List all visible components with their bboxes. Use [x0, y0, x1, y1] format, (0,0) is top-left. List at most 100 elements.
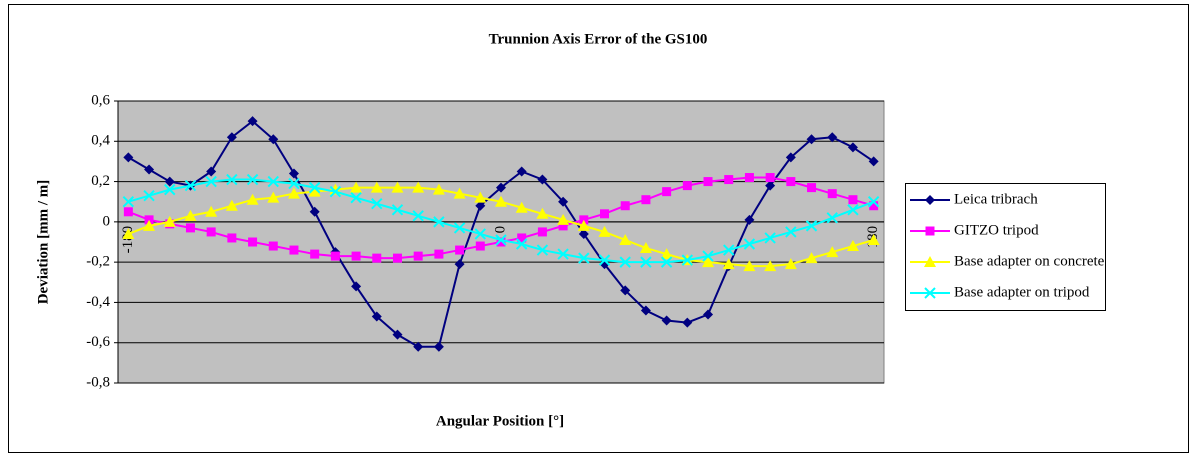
y-tick-label: -0,6	[86, 334, 110, 350]
data-point	[391, 204, 404, 216]
data-point	[246, 173, 259, 186]
legend-marker	[925, 195, 935, 205]
data-point	[350, 181, 363, 193]
data-point	[537, 227, 547, 237]
data-point	[495, 234, 507, 246]
chart-title: Trunnion Axis Error of the GS100	[489, 31, 708, 47]
data-point	[433, 341, 444, 352]
y-tick-label: 0,2	[91, 173, 110, 189]
data-point	[619, 256, 631, 268]
data-point	[826, 212, 838, 224]
data-point	[185, 223, 195, 233]
y-tick-label: -0,8	[86, 374, 110, 390]
data-point	[123, 152, 134, 163]
data-point	[268, 134, 279, 145]
legend-marker	[924, 256, 936, 267]
data-point	[351, 281, 362, 292]
data-point	[495, 195, 507, 207]
data-point	[805, 252, 818, 264]
data-point	[578, 228, 589, 239]
data-point	[558, 221, 568, 231]
data-point	[289, 245, 299, 255]
y-axis-title: Deviation [mm / m]	[35, 180, 51, 305]
data-point	[557, 248, 569, 260]
data-point	[392, 329, 403, 340]
data-point	[330, 251, 340, 261]
data-point	[784, 258, 797, 270]
data-point	[806, 134, 817, 145]
data-point	[144, 164, 155, 175]
data-point	[640, 256, 652, 268]
data-point	[620, 201, 630, 211]
y-tick-label: -0,4	[86, 294, 110, 310]
data-point	[827, 132, 838, 143]
data-point	[475, 241, 485, 251]
data-point	[764, 260, 777, 272]
data-point	[807, 183, 817, 193]
data-point	[372, 253, 382, 263]
data-point	[846, 240, 859, 252]
data-point	[805, 220, 818, 232]
y-tick-label: 0,4	[91, 133, 110, 149]
data-point	[287, 187, 300, 199]
data-point	[455, 245, 465, 255]
data-point	[620, 285, 631, 296]
legend-label: Base adapter on tripod	[954, 284, 1090, 300]
data-point	[496, 182, 506, 193]
data-point	[123, 207, 133, 217]
data-point	[847, 204, 859, 216]
data-point	[515, 201, 528, 213]
data-point	[267, 191, 280, 203]
data-point	[226, 132, 237, 143]
y-tick-label: -0,2	[86, 254, 110, 270]
data-point	[144, 215, 154, 225]
data-point	[598, 225, 611, 237]
data-point	[351, 251, 361, 261]
data-point	[744, 214, 755, 225]
data-point	[350, 191, 362, 204]
data-point	[785, 226, 797, 238]
data-point	[434, 249, 444, 259]
data-point	[308, 181, 321, 194]
legend	[905, 183, 1106, 311]
data-point	[163, 215, 176, 227]
data-point	[205, 175, 217, 188]
x-axis-title: Angular Position [°]	[436, 413, 564, 429]
data-point	[184, 209, 197, 221]
legend-marker	[925, 226, 935, 236]
data-point	[143, 189, 155, 202]
data-point	[619, 233, 632, 245]
data-point	[660, 256, 673, 268]
data-point	[558, 196, 569, 207]
data-point	[826, 246, 839, 258]
data-point	[164, 176, 175, 187]
data-point	[827, 189, 837, 199]
data-point	[496, 237, 506, 247]
data-point	[143, 219, 156, 231]
data-point	[432, 183, 445, 195]
data-point	[702, 250, 714, 262]
data-point	[310, 249, 320, 259]
data-point	[164, 183, 176, 196]
data-point	[703, 177, 713, 187]
data-point	[308, 185, 321, 197]
data-point	[392, 253, 402, 263]
data-point	[702, 256, 715, 268]
data-point	[744, 173, 754, 183]
data-point	[661, 315, 672, 326]
data-point	[248, 237, 258, 247]
legend-label: Leica tribrach	[954, 191, 1038, 207]
data-point	[288, 168, 299, 179]
data-point	[577, 219, 590, 231]
data-point	[868, 156, 879, 167]
data-point	[475, 200, 486, 211]
data-point	[578, 252, 590, 264]
data-point	[867, 196, 880, 208]
data-point	[453, 187, 466, 199]
data-point	[433, 216, 445, 228]
data-point	[743, 238, 756, 250]
data-point	[536, 244, 549, 256]
data-point	[764, 232, 776, 244]
data-point	[536, 207, 549, 219]
